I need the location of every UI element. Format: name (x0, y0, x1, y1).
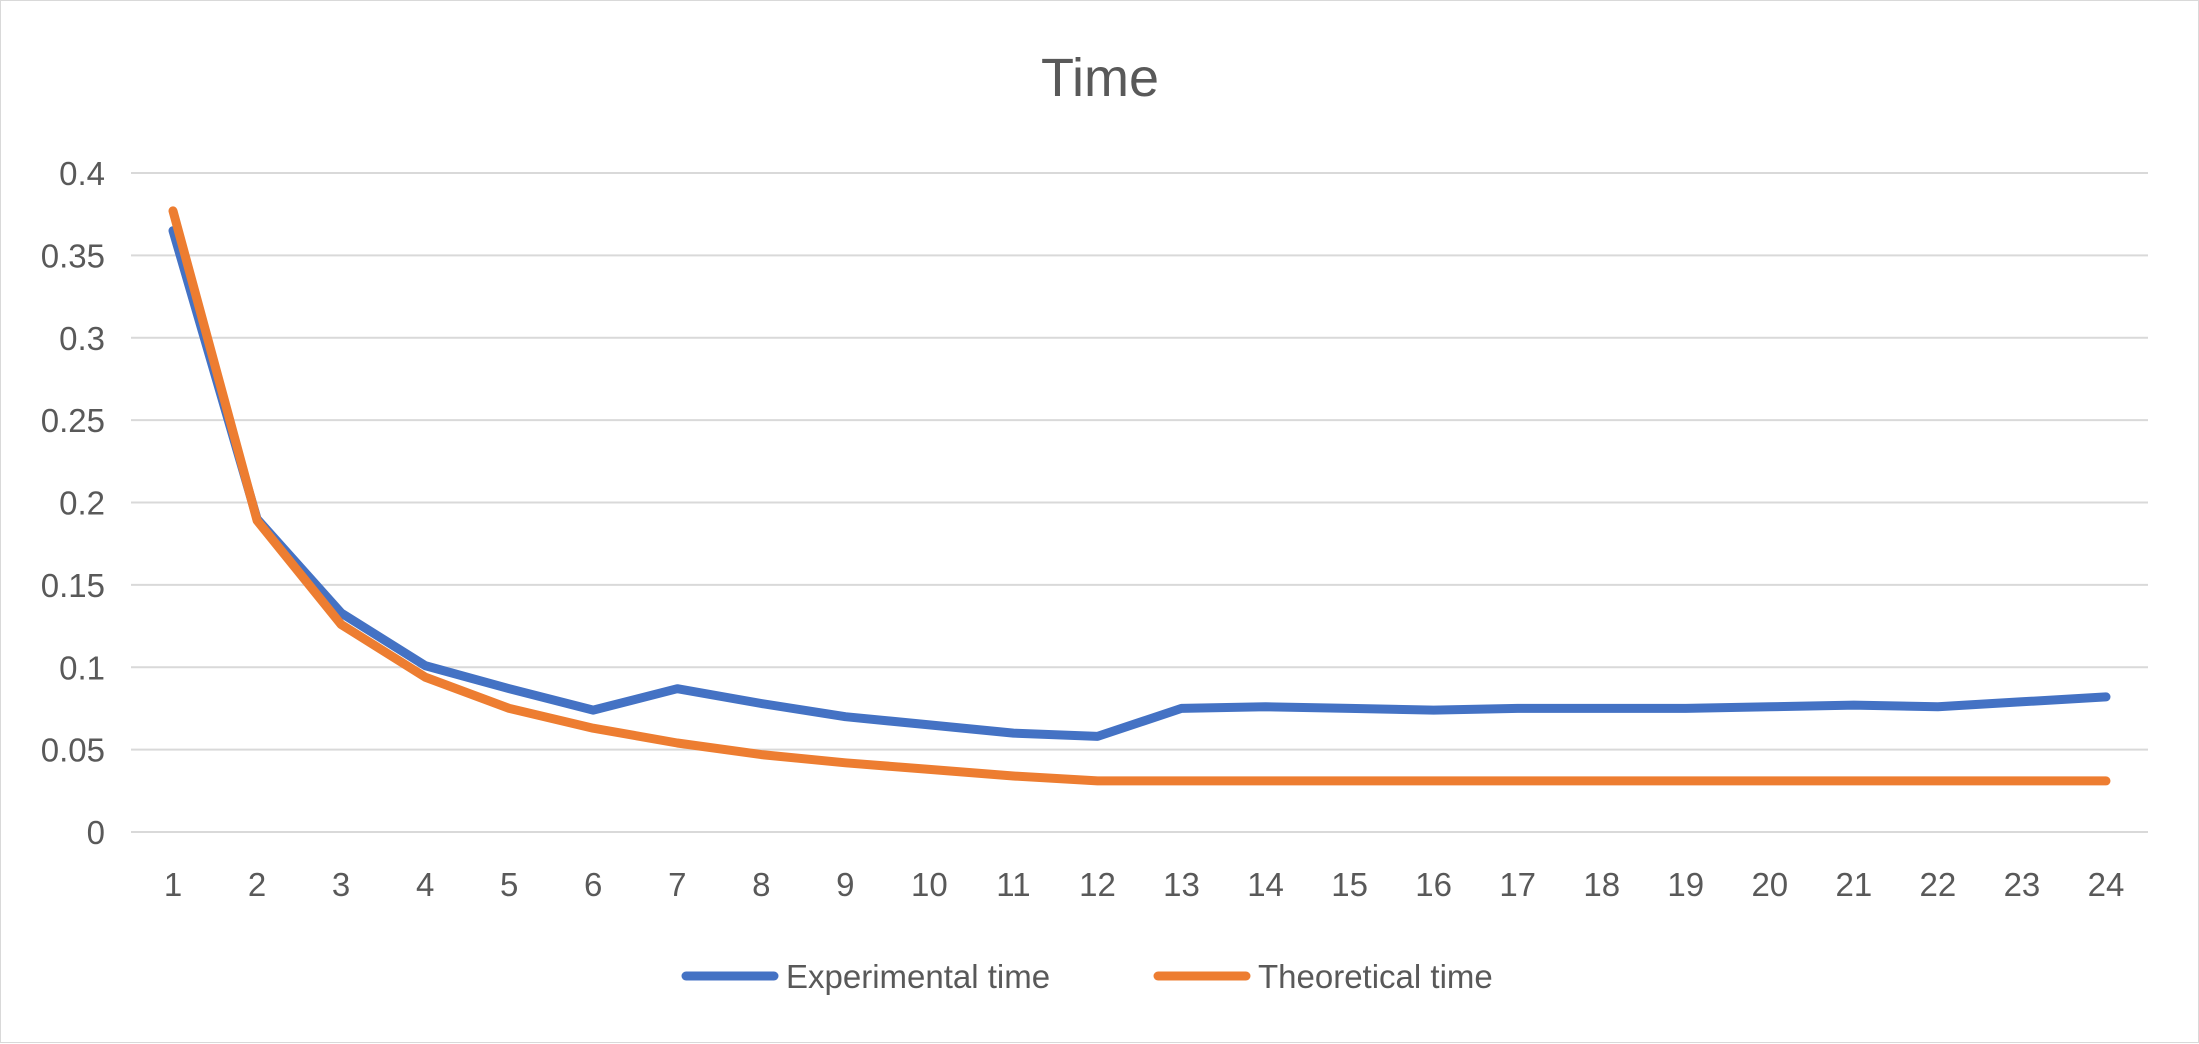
y-axis-tick-labels: 0 0.05 0.1 0.15 0.2 0.25 0.3 0.35 0.4 (41, 155, 105, 851)
x-tick-label: 21 (1835, 866, 1872, 903)
x-tick-label: 8 (752, 866, 770, 903)
y-tick-label: 0.1 (59, 649, 105, 686)
x-tick-label: 15 (1331, 866, 1368, 903)
x-tick-label: 9 (836, 866, 854, 903)
legend: Experimental time Theoretical time (681, 958, 1493, 995)
x-tick-label: 14 (1247, 866, 1284, 903)
y-tick-label: 0 (87, 814, 105, 851)
x-tick-label: 16 (1415, 866, 1452, 903)
x-tick-label: 3 (332, 866, 350, 903)
y-tick-label: 0.3 (59, 320, 105, 357)
series-line-1 (168, 206, 2111, 786)
x-axis-tick-labels: 1 2 3 4 5 6 7 8 9 10 11 12 13 14 15 16 17 18 19 20 21 22 23 24 (164, 866, 2124, 903)
y-tick-label: 0.15 (41, 567, 105, 604)
x-tick-label: 11 (996, 866, 1030, 903)
gridlines (131, 172, 2148, 833)
x-tick-label: 1 (164, 866, 182, 903)
chart-title: Time (1041, 48, 1159, 108)
x-tick-label: 7 (668, 866, 686, 903)
legend-label-0: Experimental time (786, 958, 1050, 995)
series-line-0 (168, 226, 2111, 741)
y-tick-label: 0.25 (41, 402, 105, 439)
x-tick-label: 17 (1499, 866, 1536, 903)
x-tick-label: 2 (248, 866, 266, 903)
x-tick-label: 13 (1163, 866, 1200, 903)
x-tick-label: 19 (1667, 866, 1704, 903)
x-tick-label: 22 (1920, 866, 1957, 903)
x-tick-label: 24 (2088, 866, 2125, 903)
x-tick-label: 10 (911, 866, 948, 903)
y-tick-label: 0.05 (41, 732, 105, 769)
y-tick-label: 0.35 (41, 237, 105, 274)
legend-label-1: Theoretical time (1258, 958, 1493, 995)
x-tick-label: 4 (416, 866, 434, 903)
x-tick-label: 23 (2004, 866, 2041, 903)
x-tick-label: 6 (584, 866, 602, 903)
x-tick-label: 12 (1079, 866, 1116, 903)
x-tick-label: 18 (1583, 866, 1620, 903)
x-tick-label: 5 (500, 866, 518, 903)
x-tick-label: 20 (1751, 866, 1788, 903)
y-tick-label: 0.2 (59, 485, 105, 522)
y-tick-label: 0.4 (59, 155, 105, 192)
series-lines (168, 206, 2111, 786)
